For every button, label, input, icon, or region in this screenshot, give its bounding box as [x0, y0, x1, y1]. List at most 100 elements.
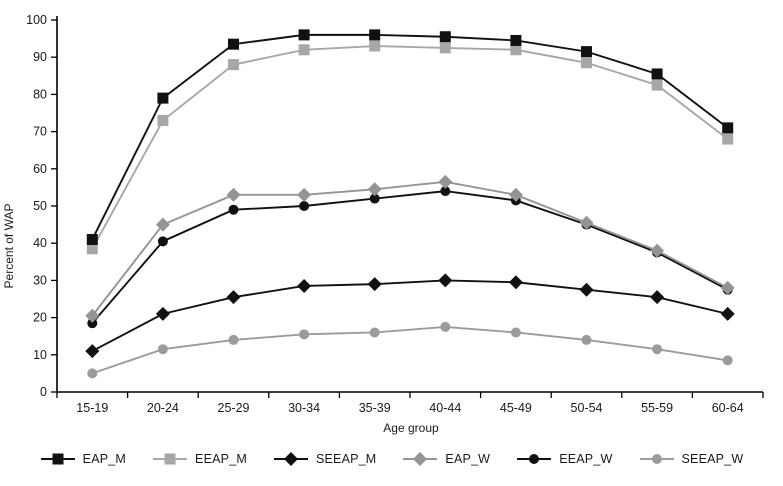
y-tick-label: 70	[33, 125, 47, 139]
series-SEEAP_M	[85, 273, 735, 359]
marker-diamond	[155, 306, 170, 321]
x-tick-label: 60-64	[712, 401, 744, 415]
marker-diamond	[720, 306, 735, 321]
x-tick-label: 55-59	[641, 401, 673, 415]
y-tick-label: 100	[26, 13, 47, 27]
legend-label: EAP_W	[445, 452, 491, 466]
marker-square	[157, 92, 169, 104]
marker-circle	[299, 329, 310, 340]
marker-circle	[157, 236, 168, 247]
legend-item-EEAP_M: EEAP_M	[152, 451, 247, 467]
marker-diamond	[508, 275, 523, 290]
legend-label: EAP_M	[82, 452, 127, 466]
legend-swatch-square-icon	[153, 453, 188, 465]
marker-square	[86, 243, 98, 255]
marker-circle	[228, 204, 239, 215]
marker-diamond	[720, 280, 735, 295]
marker-diamond	[413, 452, 428, 466]
marker-square	[722, 122, 734, 134]
legend-swatch-diamond-icon	[403, 452, 438, 466]
marker-square	[298, 44, 310, 56]
series-line	[91, 45, 729, 250]
series-line	[91, 279, 728, 352]
marker-circle	[87, 318, 98, 329]
series-line	[91, 180, 729, 317]
series-SEEAP_W	[87, 321, 733, 379]
legend-item-EAP_W: EAP_W	[402, 451, 490, 467]
x-tick-label: 20-24	[147, 401, 179, 415]
marker-square	[164, 453, 176, 465]
marker-diamond	[579, 282, 594, 297]
marker-diamond	[297, 278, 312, 293]
legend-label: SEEAP_M	[315, 452, 377, 466]
marker-square	[86, 233, 98, 245]
marker-circle	[529, 454, 540, 464]
legend-swatch-circle-icon	[639, 454, 674, 464]
marker-circle	[510, 327, 521, 338]
x-tick-label: 50-54	[571, 401, 603, 415]
marker-square	[439, 31, 451, 43]
y-tick-label: 40	[33, 236, 47, 250]
series-line	[91, 325, 728, 375]
legend-item-SEEAP_W: SEEAP_W	[639, 451, 744, 467]
x-tick-label: 35-39	[359, 401, 391, 415]
marker-square	[581, 57, 592, 69]
legend-item-EAP_M: EAP_M	[40, 451, 126, 467]
chart-axes: 0 10 20 30 40 50 60 70 80 90 100 15-19 20-24 25-29 30-…	[26, 13, 764, 415]
marker-square	[369, 29, 381, 41]
marker-square	[510, 44, 522, 56]
marker-circle	[651, 454, 662, 464]
marker-circle	[157, 344, 168, 355]
marker-circle	[299, 201, 310, 211]
legend-swatch-circle-icon	[517, 454, 552, 464]
marker-square	[581, 46, 592, 58]
marker-diamond	[650, 290, 665, 305]
y-tick-label: 60	[33, 162, 47, 176]
marker-circle	[652, 344, 663, 355]
marker-diamond	[155, 217, 170, 232]
marker-diamond	[226, 187, 241, 202]
y-tick-label: 0	[40, 385, 47, 399]
marker-circle	[722, 355, 733, 366]
x-tick-label: 25-29	[218, 401, 250, 415]
marker-circle	[440, 321, 451, 332]
x-tick-label: 15-19	[76, 401, 108, 415]
series-EAP_M	[86, 29, 734, 245]
series-line	[91, 190, 729, 324]
marker-square	[157, 114, 169, 126]
marker-square	[298, 29, 310, 41]
legend-item-EEAP_W: EEAP_W	[516, 451, 612, 467]
marker-square	[651, 79, 663, 91]
marker-square	[228, 59, 239, 71]
marker-diamond	[438, 273, 453, 288]
y-tick-label: 30	[33, 273, 47, 287]
marker-circle	[228, 334, 239, 345]
y-tick-label: 80	[33, 87, 47, 101]
y-tick-label: 20	[33, 311, 47, 325]
marker-circle	[369, 193, 380, 204]
marker-diamond	[85, 308, 100, 323]
legend-swatch-square-icon	[40, 453, 75, 465]
marker-diamond	[579, 215, 594, 230]
series-line	[91, 33, 729, 240]
marker-circle	[87, 368, 98, 379]
y-axis-title: Percent of WAP	[2, 204, 16, 289]
marker-diamond	[283, 452, 298, 466]
y-tick-label: 90	[33, 50, 47, 64]
marker-square	[722, 133, 734, 145]
x-tick-label: 30-34	[288, 401, 320, 415]
x-axis-title: Age group	[383, 421, 439, 435]
y-tick-label: 10	[33, 348, 47, 362]
marker-square	[228, 38, 239, 50]
y-tick-label: 50	[33, 199, 47, 213]
series-EEAP_M	[86, 40, 734, 255]
legend-label: SEEAP_W	[681, 452, 744, 466]
chart-series-layer	[85, 29, 735, 379]
legend-item-SEEAP_M: SEEAP_M	[273, 451, 376, 467]
marker-diamond	[226, 290, 241, 305]
legend-label: EEAP_M	[195, 452, 247, 466]
marker-diamond	[367, 277, 382, 292]
marker-diamond	[650, 243, 665, 258]
